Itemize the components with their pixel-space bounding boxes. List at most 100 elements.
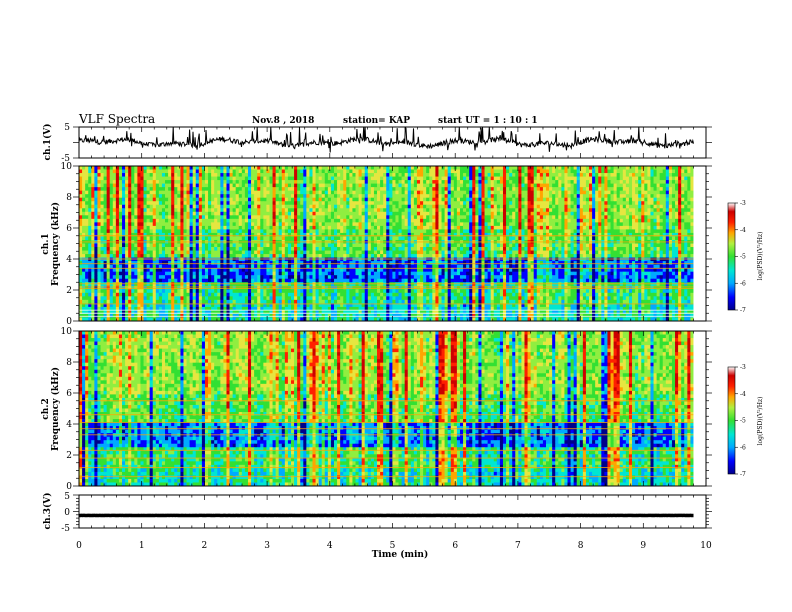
ch1-spectrogram-cell [463,176,467,181]
ch1-spectrogram-cell [334,232,338,237]
ch1-spectrogram-cell [671,225,676,230]
ch1-spectrogram-cell [361,180,366,185]
ch1-spectrogram-cell [189,173,194,177]
ch1-spectrogram-cell [613,180,618,185]
ch1-spectrogram-cell [79,215,83,220]
ch1-spectrogram-cell [463,229,467,234]
ch1-spectrogram-cell [429,208,433,213]
ch1-spectrogram-cell [585,215,590,220]
ch1-spectrogram-cell [112,225,117,230]
ch1-spectrogram-cell [675,247,679,251]
ch1-spectrogram-cell [211,187,215,192]
ch1-spectrogram-cell [423,232,427,237]
ch1-spectrogram-cell [392,197,396,202]
ch1-spectrogram-cell [423,218,427,223]
ch1-spectrogram-cell [527,201,532,206]
ch1-spectrogram-cell [690,218,694,223]
ch1-spectrogram-cell [613,208,618,213]
ch1-spectrogram-cell [613,232,618,237]
ch1-spectrogram-cell [128,225,132,230]
ch1-spectrogram-cell [238,229,243,234]
ch1-spectrogram-cell [539,232,544,237]
ch1-spectrogram-cell [628,229,633,234]
ch1-spectrogram-cell [469,187,473,192]
ch1-spectrogram-cell [109,180,114,185]
ch1-spectrogram-cell [118,204,123,209]
ch1-spectrogram-cell [444,190,449,195]
ch1-spectrogram-cell [118,166,123,170]
ch1-spectrogram-cell [318,183,323,188]
ch1-spectrogram-cell [450,166,455,170]
ch1-spectrogram-cell [355,194,359,199]
ch1-spectrogram-cell [143,243,147,248]
ch1-spectrogram-cell [490,173,495,177]
ch1-spectrogram-cell [684,176,688,181]
ch1-spectrogram-cell [244,211,249,216]
ch1-spectrogram-cell [539,225,544,230]
ch1-spectrogram-cell [223,187,227,192]
ch1-spectrogram-cell [549,247,553,251]
ch1-spectrogram-cell [632,208,636,213]
ch1-spectrogram-cell [496,204,501,209]
ch1-spectrogram-cell [564,194,568,199]
ch1-spectrogram-cell [198,194,203,199]
ch1-spectrogram-cell [395,187,399,192]
ch1-spectrogram-cell [229,222,234,227]
ch1-spectrogram-cell [383,183,387,188]
ch1-spectrogram-cell [290,176,295,181]
ch1-spectrogram-cell [346,176,350,181]
ch1-spectrogram-cell [610,229,614,234]
ch1-spectrogram-cell [395,197,399,202]
ch1-spectrogram-cell [251,211,255,216]
ch1-spectrogram-cell [125,173,129,177]
ch1-spectrogram-cell [115,243,120,248]
ch1-spectrogram-cell [567,201,571,206]
ch1-spectrogram-cell [463,173,467,177]
ch1-spectrogram-cell [598,229,602,234]
ch1-spectrogram-cell [109,232,114,237]
ch1-spectrogram-cell [469,204,473,209]
ch1-spectrogram-cell [334,190,338,195]
ch1-spectrogram-cell [490,247,495,251]
ch1-spectrogram-cell [297,194,301,199]
ch1-spectrogram-cell [180,247,184,251]
ch1-spectrogram-cell [201,218,206,223]
ch1-spectrogram-cell [441,211,445,216]
ch1-spectrogram-cell [226,225,230,230]
ch1-spectrogram-cell [469,225,473,230]
ch1-spectrogram-cell [579,169,584,174]
ch1-spectrogram-cell [582,243,587,248]
ch1-spectrogram-cell [217,222,221,227]
ch1-spectrogram-cell [180,176,184,181]
ch1-spectrogram-cell [180,204,184,209]
ch1-spectrogram-cell [260,197,264,202]
ch1-spectrogram-cell [208,232,212,237]
ch1-spectrogram-cell [453,236,458,241]
ch1-spectrogram-cell [278,229,283,234]
ch1-spectrogram-cell [140,247,144,251]
ch1-spectrogram-cell [444,176,449,181]
ch1-spectrogram-cell [506,225,510,230]
ch1-spectrogram-cell [398,232,402,237]
ch1-spectrogram-cell [536,225,541,230]
ch1-spectrogram-cell [137,211,141,216]
ch1-spectrogram-cell [106,225,111,230]
ch1-spectrogram-cell [355,197,359,202]
ch1-spectrogram-cell [373,222,378,227]
ch1-spectrogram-cell [125,166,129,170]
ch1-spectrogram-cell [595,243,599,248]
ch1-spectrogram-cell [192,194,197,199]
ch1-spectrogram-cell [183,190,187,195]
ch1-spectrogram-cell [355,180,359,185]
ch1-spectrogram-cell [214,250,218,255]
ch1-spectrogram-cell [598,173,602,177]
ch1-spectrogram-cell [201,176,206,181]
ch1-spectrogram-cell [530,190,535,195]
ch1-spectrogram-cell [152,211,157,216]
ch1-spectrogram-cell [549,229,553,234]
ch1-spectrogram-cell [377,183,381,188]
ch1-spectrogram-cell [453,187,458,192]
ch1-spectrogram-cell [463,197,467,202]
ch1-spectrogram-cell [82,204,86,209]
ch1-spectrogram-cell [109,250,114,255]
